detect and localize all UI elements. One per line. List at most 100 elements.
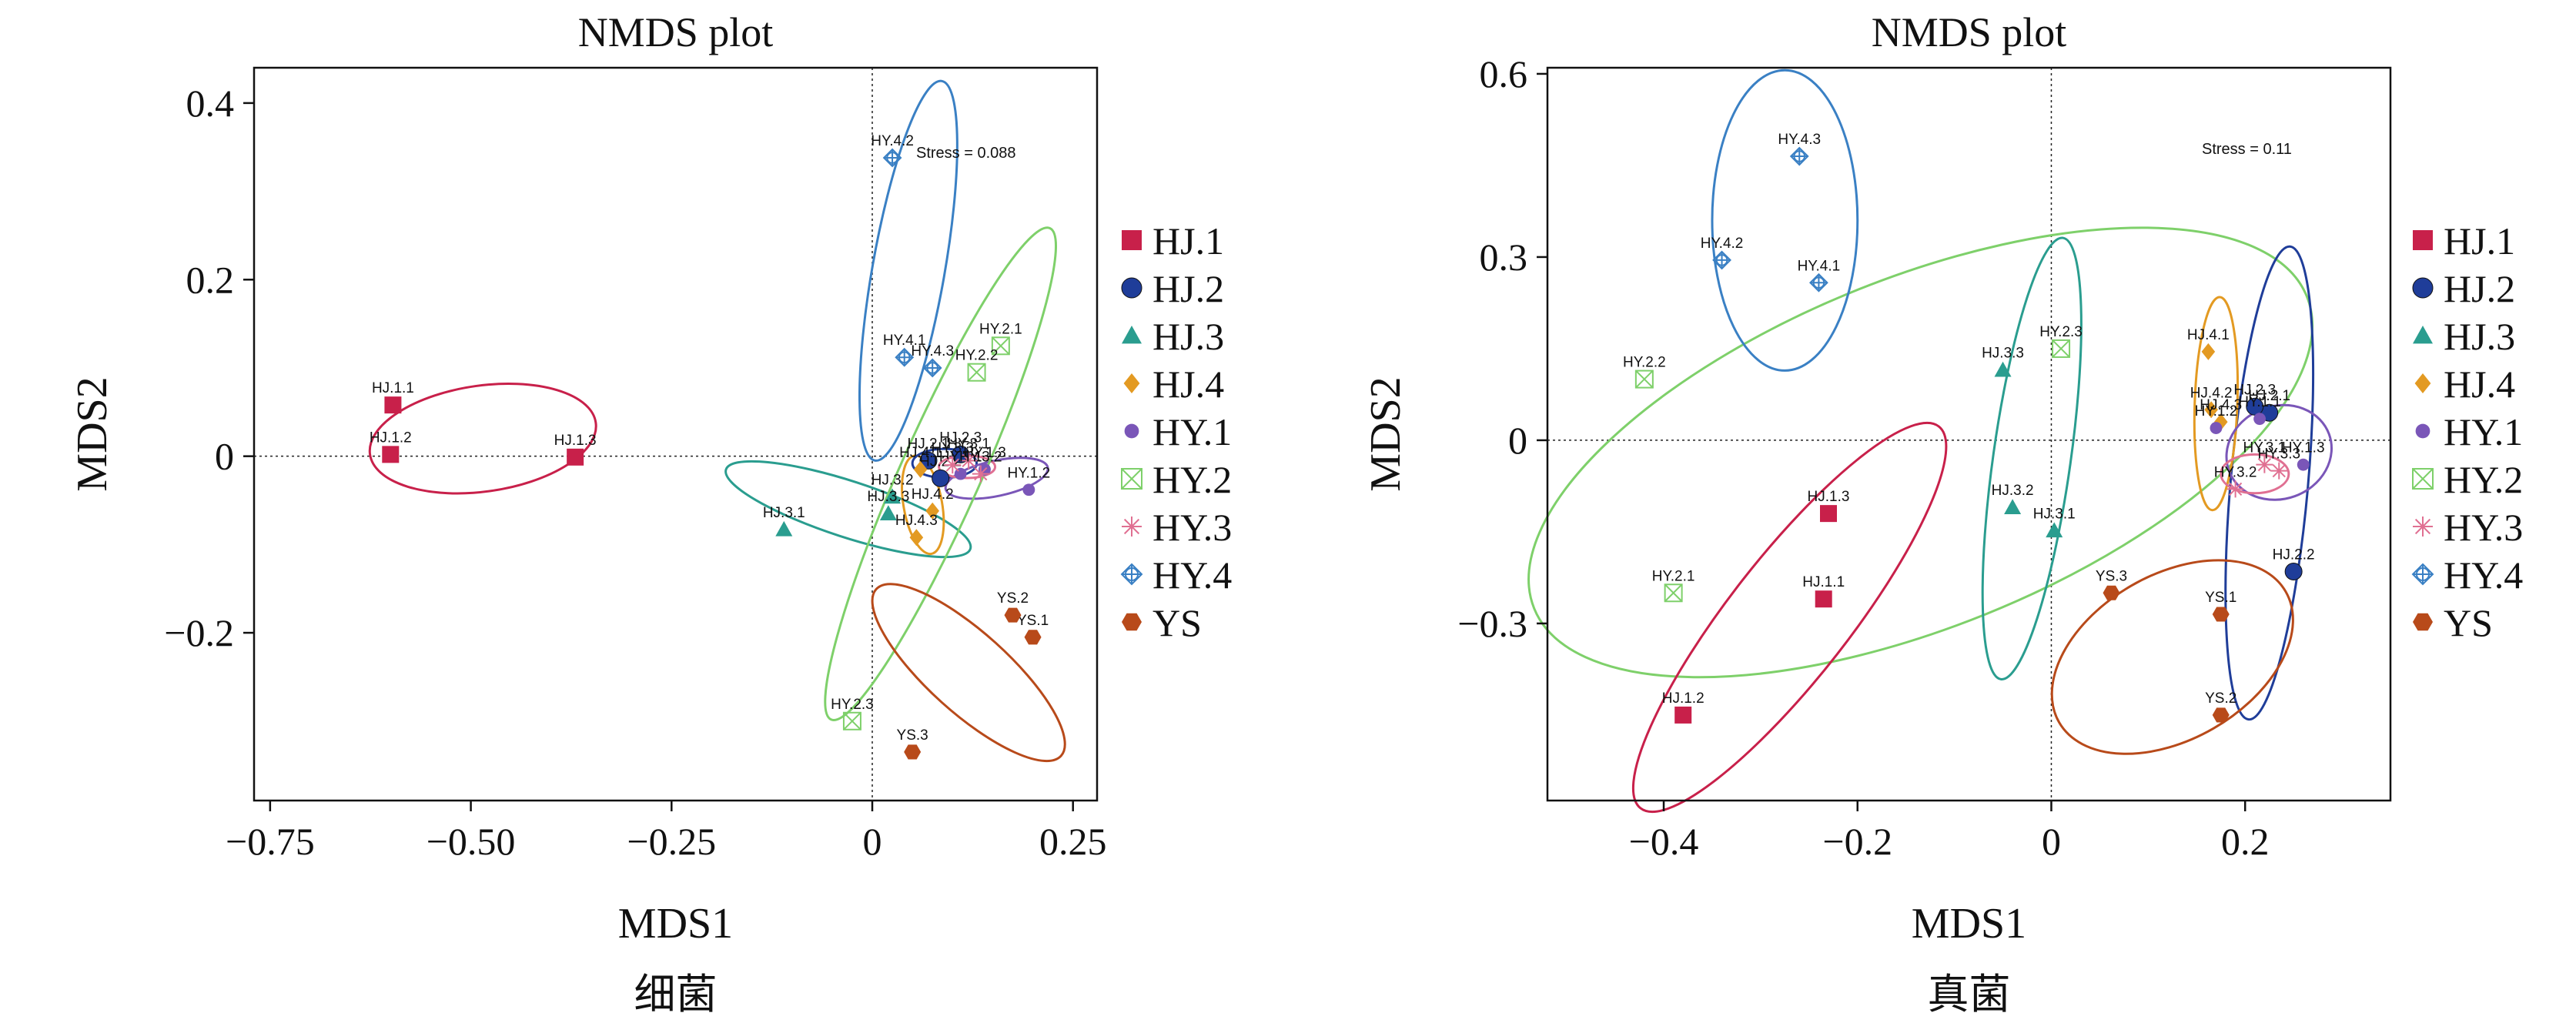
point-hy-4-2 xyxy=(1712,250,1731,270)
panel-caption: 真菌 xyxy=(1928,970,2011,1018)
legend-label: HJ.4 xyxy=(2444,363,2515,406)
ellipse-hy-4 xyxy=(1711,69,1859,372)
legend-item: YS xyxy=(2413,601,2493,644)
point-ys-1 xyxy=(2212,607,2230,622)
point-label: HY.4.3 xyxy=(1778,132,1821,148)
point-label: HY.2.1 xyxy=(979,321,1022,337)
legend-label: HY.4 xyxy=(1153,553,1232,597)
legend-item: HY.1 xyxy=(2415,410,2523,453)
point-label: HY.3.1 xyxy=(947,436,990,452)
x-tick-label: 0 xyxy=(2042,820,2061,863)
x-tick-label: −0.2 xyxy=(1822,820,1892,863)
legend-marker xyxy=(2413,517,2433,537)
point-hy-3-2 xyxy=(972,465,989,483)
panel-caption: 细菌 xyxy=(634,970,718,1018)
legend-item: HY.2 xyxy=(1121,458,1232,501)
legend-marker xyxy=(2411,563,2434,586)
point-hj-1-2 xyxy=(382,446,400,463)
x-tick-label: −0.25 xyxy=(627,820,716,863)
point-hy-2-3 xyxy=(842,711,861,730)
ellipse-hj-4 xyxy=(901,454,945,556)
legend-item: HJ.2 xyxy=(1121,267,1224,310)
legend-item: HJ.4 xyxy=(2414,363,2515,406)
point-label: HY.4.2 xyxy=(1701,236,1744,252)
legend-marker xyxy=(2412,277,2434,299)
point-hy-4-1 xyxy=(1808,272,1828,293)
point-label: HY.4.2 xyxy=(871,133,914,149)
ellipse-hy-2 xyxy=(824,226,1058,721)
point-label: YS.1 xyxy=(2205,590,2236,606)
point-label: HJ.3.1 xyxy=(2033,506,2076,522)
point-label: HJ.1.2 xyxy=(370,430,412,446)
point-label: HJ.3.2 xyxy=(871,472,914,488)
point-hj-2-2 xyxy=(2284,563,2303,580)
ellipse-ys xyxy=(871,583,1066,763)
point-label: HJ.4.2 xyxy=(912,486,954,503)
x-axis-label: MDS1 xyxy=(618,900,733,948)
point-ys-1 xyxy=(1024,630,1042,645)
point-label: HJ.4.1 xyxy=(2187,327,2230,343)
legend-label: HJ.2 xyxy=(1153,267,1224,310)
point-ys-2 xyxy=(2212,707,2230,723)
legend-marker xyxy=(1121,277,1142,299)
point-hy-2-2 xyxy=(1634,369,1654,389)
legend-marker xyxy=(2413,613,2433,631)
legend-marker xyxy=(1123,373,1140,393)
y-tick-label: 0.2 xyxy=(186,258,235,301)
point-label: HY.1.1 xyxy=(2238,394,2281,410)
legend-label: HJ.3 xyxy=(2444,315,2515,358)
legend-label: YS xyxy=(2444,601,2493,644)
legend-label: HY.2 xyxy=(1153,458,1232,501)
point-hj-3-2 xyxy=(884,488,902,504)
point-label: YS.3 xyxy=(2096,568,2127,584)
legend-label: HJ.1 xyxy=(2444,219,2515,262)
legend-item: HJ.3 xyxy=(2413,315,2515,358)
point-label: HY.4.1 xyxy=(883,333,926,349)
point-label: HY.3.1 xyxy=(2243,440,2287,456)
point-label: HJ.2.3 xyxy=(939,430,982,446)
y-tick-label: −0.3 xyxy=(1457,602,1527,645)
point-hj-4-1 xyxy=(913,460,928,478)
legend-label: HY.3 xyxy=(1153,506,1232,549)
legend: HJ.1 HJ.2 HJ.3 HJ.4HY.1 HY.2 HY.3HY.4YS xyxy=(2411,219,2523,644)
legend-label: HY.4 xyxy=(2444,553,2523,597)
point-label: HJ.1.2 xyxy=(1662,690,1705,707)
y-tick-label: 0.4 xyxy=(186,82,235,125)
plot-frame xyxy=(253,66,1099,802)
point-label: HJ.2.2 xyxy=(2273,547,2315,563)
point-label: HJ.3.1 xyxy=(763,505,805,521)
y-tick-label: 0.6 xyxy=(1480,52,1528,95)
point-hy-3-1 xyxy=(2256,456,2273,473)
point-label: HY.1.2 xyxy=(1008,465,1051,481)
point-label: HY.1.2 xyxy=(2195,403,2238,420)
legend-label: HJ.4 xyxy=(1153,363,1224,406)
point-label: YS.1 xyxy=(1017,613,1049,629)
point-hj-2-2 xyxy=(932,469,950,487)
point-hy-2-1 xyxy=(991,336,1010,356)
point-hy-4-3 xyxy=(922,358,942,378)
point-label: HJ.1.3 xyxy=(554,433,597,449)
legend-item: HY.4 xyxy=(2411,553,2523,597)
legend-marker xyxy=(2414,373,2431,393)
point-label: YS.2 xyxy=(997,590,1029,607)
legend-marker xyxy=(2415,423,2430,439)
point-label: HY.3.2 xyxy=(959,450,1002,466)
legend-marker xyxy=(2413,230,2433,250)
x-tick-label: −0.75 xyxy=(226,820,315,863)
point-label: HJ.4.1 xyxy=(899,445,942,461)
point-label: HY.1.3 xyxy=(2282,440,2325,456)
point-hy-3-3 xyxy=(944,456,962,474)
legend-item: HY.1 xyxy=(1124,410,1232,453)
point-label: HY.2.2 xyxy=(1623,355,1666,371)
point-label: HJ.3.2 xyxy=(1992,483,2034,499)
point-hy-4-1 xyxy=(895,347,915,367)
ellipse-hy-3 xyxy=(2220,453,2290,495)
point-hy-1-3 xyxy=(2297,458,2310,471)
legend-label: HY.3 xyxy=(2444,506,2523,549)
y-tick-label: −0.2 xyxy=(164,611,234,654)
x-tick-label: −0.4 xyxy=(1629,820,1699,863)
legend-marker xyxy=(2413,326,2433,344)
legend-marker xyxy=(1122,230,1142,250)
point-hj-1-3 xyxy=(567,448,584,466)
